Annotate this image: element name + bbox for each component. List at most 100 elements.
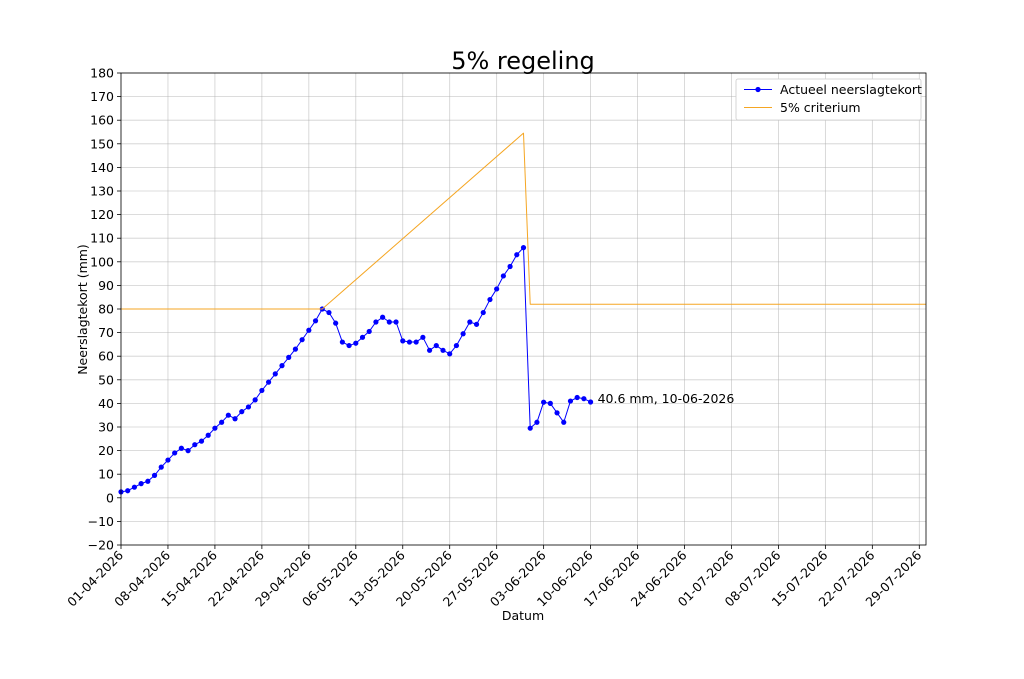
- data-point: [239, 409, 245, 415]
- data-point: [440, 347, 446, 353]
- plot-frame: [120, 72, 927, 546]
- data-point: [400, 338, 406, 344]
- data-point: [520, 245, 527, 251]
- data-point: [286, 354, 292, 360]
- y-axis-title: Neerslagtekort (mm): [75, 244, 90, 375]
- data-point: [453, 342, 460, 349]
- y-tick-label: 140: [90, 160, 114, 175]
- data-point: [494, 286, 500, 292]
- data-point: [467, 319, 473, 325]
- data-point: [534, 419, 540, 425]
- y-tick-label: −20: [88, 538, 114, 553]
- data-point: [292, 346, 299, 352]
- y-tick-label: 180: [90, 66, 114, 81]
- data-point: [131, 484, 138, 490]
- annotation-label: 40.6 mm, 10-06-2026: [598, 391, 735, 406]
- data-point: [212, 425, 218, 431]
- data-point: [587, 399, 594, 405]
- x-axis-title: Datum: [502, 608, 544, 623]
- legend-label-criterium: 5% criterium: [780, 100, 861, 115]
- data-point: [547, 400, 553, 406]
- y-tick-label: 100: [90, 254, 114, 269]
- data-point: [312, 318, 319, 324]
- data-point: [507, 263, 513, 270]
- data-point: [574, 394, 580, 401]
- data-point: [333, 320, 339, 326]
- data-point: [373, 319, 379, 325]
- y-tick-label: 60: [98, 349, 114, 364]
- y-tick-label: 80: [98, 302, 114, 317]
- data-point: [433, 342, 439, 349]
- data-point: [359, 334, 366, 340]
- data-point: [447, 351, 453, 357]
- data-point: [386, 319, 392, 325]
- chart-title: 5% regeling: [451, 47, 595, 75]
- data-point: [346, 342, 352, 349]
- data-point: [567, 398, 574, 404]
- data-point: [272, 371, 278, 377]
- data-point: [514, 252, 520, 258]
- data-point: [339, 339, 345, 345]
- y-tick-label: 40: [98, 396, 114, 411]
- data-point: [527, 425, 533, 431]
- data-point: [366, 328, 372, 335]
- data-point: [406, 339, 413, 345]
- data-point: [158, 464, 164, 470]
- y-tick-label: 120: [90, 207, 114, 222]
- data-point: [299, 337, 305, 343]
- data-point: [460, 331, 466, 337]
- annotation-layer: 40.6 mm, 10-06-2026: [598, 391, 735, 406]
- y-tick-label: 160: [90, 113, 114, 128]
- legend: Actueel neerslagtekort 5% criterium: [735, 78, 922, 121]
- y-tick-label: 20: [98, 443, 114, 458]
- data-point: [225, 412, 231, 418]
- data-point: [326, 309, 332, 316]
- y-tick-label: −10: [88, 514, 114, 529]
- data-point: [125, 488, 131, 494]
- data-point: [581, 396, 587, 402]
- data-point: [198, 438, 205, 444]
- data-point: [219, 419, 225, 425]
- series-line-1: [121, 132, 926, 310]
- data-point: [473, 321, 480, 327]
- data-point: [265, 379, 272, 385]
- data-point: [172, 450, 178, 456]
- y-tick-label: 110: [90, 231, 114, 246]
- data-point: [413, 339, 419, 345]
- y-tick-label: 50: [98, 372, 114, 387]
- data-point: [259, 387, 265, 394]
- legend-box: [735, 78, 922, 121]
- y-tick-label: 0: [106, 490, 114, 505]
- data-point: [480, 309, 486, 316]
- data-point: [178, 445, 184, 451]
- data-point: [500, 273, 506, 279]
- data-point: [192, 442, 198, 448]
- data-point: [165, 457, 171, 463]
- legend-marker-actueel: [755, 86, 761, 93]
- data-point: [279, 363, 285, 369]
- data-point: [245, 404, 252, 410]
- y-tick-label: 150: [90, 136, 114, 151]
- data-point: [151, 472, 158, 478]
- series-layer: [118, 132, 926, 495]
- data-point: [252, 397, 258, 403]
- data-point: [145, 478, 151, 484]
- y-tick-label: 90: [98, 278, 114, 293]
- data-point: [306, 327, 312, 333]
- data-point: [420, 334, 426, 340]
- data-point: [185, 448, 191, 454]
- legend-label-actueel: Actueel neerslagtekort: [780, 82, 922, 97]
- data-point: [554, 410, 560, 416]
- y-tick-label: 130: [90, 184, 114, 199]
- data-point: [205, 432, 211, 438]
- data-point: [541, 399, 547, 405]
- y-tick-label: 70: [98, 325, 114, 340]
- ticks: −20 −10 0 10 20 30 40 50 60 70 80 90 100 110 120 130 140…: [64, 66, 924, 610]
- data-point: [353, 340, 359, 346]
- y-tick-label: 30: [98, 420, 114, 435]
- data-point: [138, 481, 144, 487]
- y-tick-label: 10: [98, 467, 114, 482]
- data-point: [380, 314, 386, 320]
- y-tick-label: 170: [90, 89, 114, 104]
